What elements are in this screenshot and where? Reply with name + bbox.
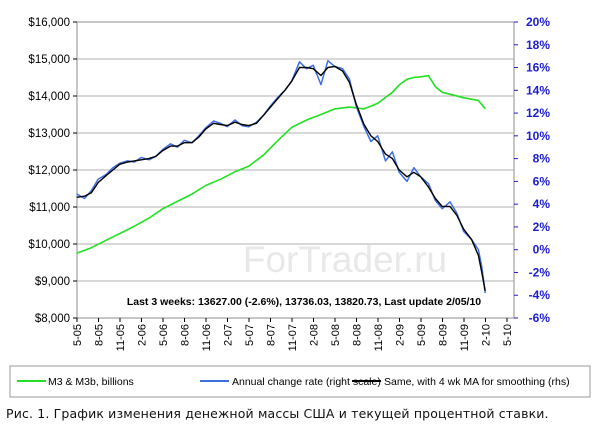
x-tick-label: 2-07 xyxy=(223,324,235,346)
right-tick-label: -6% xyxy=(529,311,551,325)
left-tick-label: $16,000 xyxy=(28,17,70,29)
x-tick-label: 2-10 xyxy=(481,324,493,346)
x-tick-label: 8-08 xyxy=(352,324,364,346)
x-tick-label: 11-07 xyxy=(287,324,299,351)
x-tick-label: 5-07 xyxy=(244,324,256,346)
series-lines xyxy=(76,59,486,294)
x-tick-label: 2-06 xyxy=(137,324,149,346)
watermark-text: ForTrader.ru xyxy=(243,239,447,280)
right-tick-label: 2% xyxy=(533,220,551,234)
right-tick-label: 16% xyxy=(526,61,550,75)
x-tick-label: 8-05 xyxy=(94,324,106,346)
x-tick-label: 5-05 xyxy=(72,324,84,346)
right-tick-label: -2% xyxy=(529,265,551,279)
left-tick-label: $15,000 xyxy=(28,54,70,66)
right-tick-label: 14% xyxy=(526,83,550,97)
right-tick-label: 8% xyxy=(533,152,551,166)
right-tick-label: 6% xyxy=(533,174,551,188)
right-tick-label: 0% xyxy=(533,243,551,257)
right-tick-label: 18% xyxy=(526,38,550,52)
x-axis-ticks: 5-05 8-05 11-05 2-06 5-06 8-06 11-06 2-07 5-07 8-… xyxy=(72,318,514,351)
left-tick-label: $8,000 xyxy=(35,313,70,325)
x-tick-label: 2-09 xyxy=(395,324,407,346)
left-tick-label: $11,000 xyxy=(29,202,70,214)
x-tick-label: 11-09 xyxy=(459,324,471,351)
right-tick-label: 4% xyxy=(533,197,551,211)
x-tick-label: 8-06 xyxy=(180,324,192,346)
series-line-ma-smoothed xyxy=(76,65,486,291)
x-tick-label: 5-06 xyxy=(158,324,170,346)
x-tick-label: 5-10 xyxy=(502,324,514,346)
left-tick-label: $10,000 xyxy=(28,239,70,251)
legend-label-annual: Annual change rate (right scale) xyxy=(232,376,381,388)
left-tick-label: $12,000 xyxy=(28,165,70,177)
x-tick-label: 11-05 xyxy=(115,324,127,351)
x-tick-label: 11-06 xyxy=(201,324,213,351)
left-tick-label: $13,000 xyxy=(28,128,70,140)
left-axis-ticks: $8,000 $9,000 $10,000 $11,000 $12,000 $13,000… xyxy=(28,17,77,325)
legend-box xyxy=(9,365,591,398)
right-tick-label: 20% xyxy=(526,15,550,29)
x-tick-label: 8-09 xyxy=(438,324,450,346)
right-tick-label: 12% xyxy=(526,106,550,120)
figure-caption: Рис. 1. График изменения денежной массы … xyxy=(6,406,549,421)
left-tick-label: $9,000 xyxy=(35,276,70,288)
x-tick-label: 5-08 xyxy=(330,324,342,346)
x-tick-label: 5-09 xyxy=(416,324,428,346)
legend: M3 & M3b, billions Annual change rate (r… xyxy=(9,365,591,398)
legend-label-ma: Same, with 4 wk MA for smoothing (rhs) xyxy=(384,376,570,388)
x-tick-label: 8-07 xyxy=(266,324,278,346)
right-axis-ticks: -6% -4% -2% 0% 2% 4% 6% 8% 10% 12% 14% 16% 18% 20% xyxy=(514,15,550,325)
x-tick-label: 11-08 xyxy=(373,324,385,351)
x-tick-label: 2-08 xyxy=(309,324,321,346)
right-tick-label: 10% xyxy=(526,129,550,143)
series-line-m3 xyxy=(76,74,486,255)
chart-annotation: Last 3 weeks: 13627.00 (-2.6%), 13736.03… xyxy=(127,296,481,308)
legend-label-m3: M3 & M3b, billions xyxy=(48,376,134,388)
left-tick-label: $14,000 xyxy=(28,91,70,103)
right-tick-label: -4% xyxy=(529,288,551,302)
